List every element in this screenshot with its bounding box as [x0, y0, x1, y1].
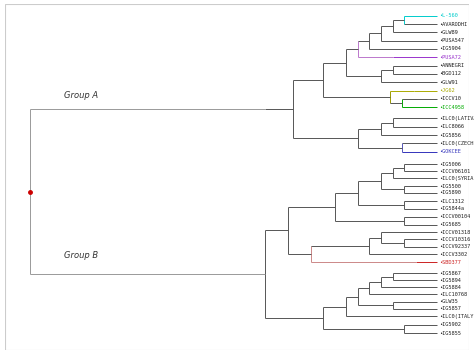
- Text: •IG5894: •IG5894: [439, 278, 461, 283]
- Text: •IG5855: •IG5855: [439, 331, 461, 336]
- Text: •ILC0(CZECH.R: •ILC0(CZECH.R: [439, 141, 474, 146]
- Text: •IG5890: •IG5890: [439, 190, 461, 195]
- Text: •ILC8066: •ILC8066: [439, 124, 464, 129]
- Text: Group A: Group A: [64, 91, 99, 100]
- Text: •IG5857: •IG5857: [439, 306, 461, 311]
- Text: •IG5006: •IG5006: [439, 162, 461, 167]
- Text: •GLW89: •GLW89: [439, 30, 458, 35]
- Text: •GLW35: •GLW35: [439, 299, 458, 304]
- Text: •GOKCEE: •GOKCEE: [439, 149, 461, 154]
- Text: •GLW91: •GLW91: [439, 80, 458, 85]
- Text: •IG5902: •IG5902: [439, 322, 461, 327]
- Text: •L-560: •L-560: [439, 13, 458, 18]
- Text: •ICCV92337: •ICCV92337: [439, 244, 470, 249]
- Text: •IG5856: •IG5856: [439, 132, 461, 137]
- Text: •ICCV06101: •ICCV06101: [439, 169, 470, 173]
- Text: •IG5884: •IG5884: [439, 285, 461, 290]
- Text: •IG5867: •IG5867: [439, 271, 461, 276]
- Text: •ICC4958: •ICC4958: [439, 105, 464, 110]
- Text: •ILC0(SYRIA): •ILC0(SYRIA): [439, 176, 474, 181]
- Text: •ANNEGRI: •ANNEGRI: [439, 63, 464, 68]
- Text: •ICCV00104: •ICCV00104: [439, 214, 470, 219]
- Text: •PUSA547: •PUSA547: [439, 38, 464, 43]
- Text: •PUSA72: •PUSA72: [439, 55, 461, 60]
- Text: •IG5500: •IG5500: [439, 183, 461, 189]
- Text: •IG5844a: •IG5844a: [439, 206, 464, 211]
- Text: •ILC1312: •ILC1312: [439, 199, 464, 204]
- Text: •AVARODHI: •AVARODHI: [439, 22, 467, 27]
- Text: •ILC0(LATIVA): •ILC0(LATIVA): [439, 116, 474, 121]
- Text: •IG5685: •IG5685: [439, 222, 461, 227]
- Text: •ICCV10316: •ICCV10316: [439, 237, 470, 242]
- Text: •ILC0(ITALY): •ILC0(ITALY): [439, 314, 474, 319]
- Text: •ICCV10: •ICCV10: [439, 96, 461, 102]
- Text: •ICCV3302: •ICCV3302: [439, 251, 467, 257]
- Text: •BGD112: •BGD112: [439, 72, 461, 76]
- Text: •ICCV01318: •ICCV01318: [439, 230, 470, 235]
- Text: •SBD377: •SBD377: [439, 260, 461, 265]
- Text: •JG62: •JG62: [439, 88, 455, 93]
- Text: •IG5904: •IG5904: [439, 46, 461, 51]
- Text: Group B: Group B: [64, 251, 99, 259]
- Text: •ILC10768: •ILC10768: [439, 292, 467, 297]
